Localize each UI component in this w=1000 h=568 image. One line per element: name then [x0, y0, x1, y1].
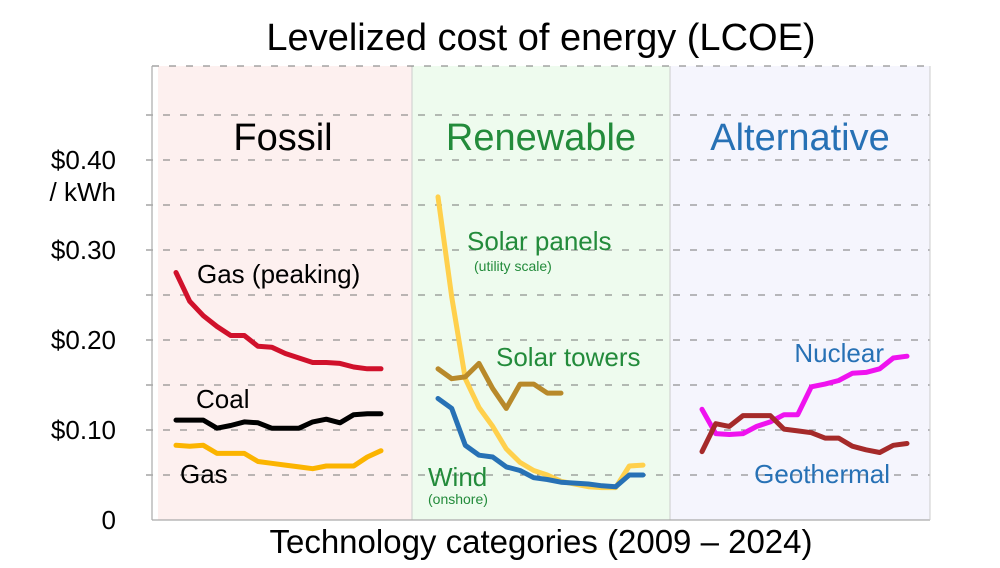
series-label-wind: Wind: [428, 462, 487, 492]
series-label-solar-panels: Solar panels: [467, 226, 612, 256]
series-label-gas-peaking: Gas (peaking): [197, 259, 360, 289]
panel-bg-renewable: [412, 66, 670, 520]
series-label-geothermal: Geothermal: [754, 459, 890, 489]
y-unit-label: / kWh: [50, 177, 116, 207]
panel-bg-alternative: [670, 66, 930, 520]
series-line-wind: [435, 396, 646, 490]
series-sublabel-solar-panels: (utility scale): [474, 258, 552, 274]
y-tick-label-0: 0: [102, 505, 116, 535]
series-line-nuclear: [699, 353, 910, 437]
plot-frame: [151, 66, 931, 521]
series-sublabel-wind: (onshore): [428, 491, 488, 507]
series-line-solar-towers: [435, 360, 564, 411]
chart-title: Levelized cost of energy (LCOE): [266, 17, 815, 59]
series-line-gas-peaking: [173, 270, 384, 372]
series-label-solar-towers: Solar towers: [496, 342, 641, 372]
panel-backgrounds: [158, 66, 930, 520]
x-axis-label: Technology categories (2009 – 2024): [269, 523, 812, 560]
series-label-coal: Coal: [196, 384, 249, 414]
series-label-nuclear: Nuclear: [794, 338, 884, 368]
series-lines: [173, 194, 910, 491]
series-line-gas: [173, 442, 384, 472]
y-tick-label-0-30: $0.30: [51, 235, 116, 265]
series-line-coal: [173, 411, 384, 431]
labels: Levelized cost of energy (LCOE) Technolo…: [50, 17, 890, 560]
y-tick-label-0-20: $0.20: [51, 325, 116, 355]
y-tick-label-0-10: $0.10: [51, 415, 116, 445]
panel-title-alternative: Alternative: [710, 117, 890, 159]
panel-title-fossil: Fossil: [233, 117, 332, 159]
series-line-geothermal: [699, 413, 910, 455]
series-label-gas: Gas: [180, 459, 228, 489]
y-tick-label-0-40: $0.40: [51, 145, 116, 175]
panel-title-renewable: Renewable: [446, 117, 636, 159]
